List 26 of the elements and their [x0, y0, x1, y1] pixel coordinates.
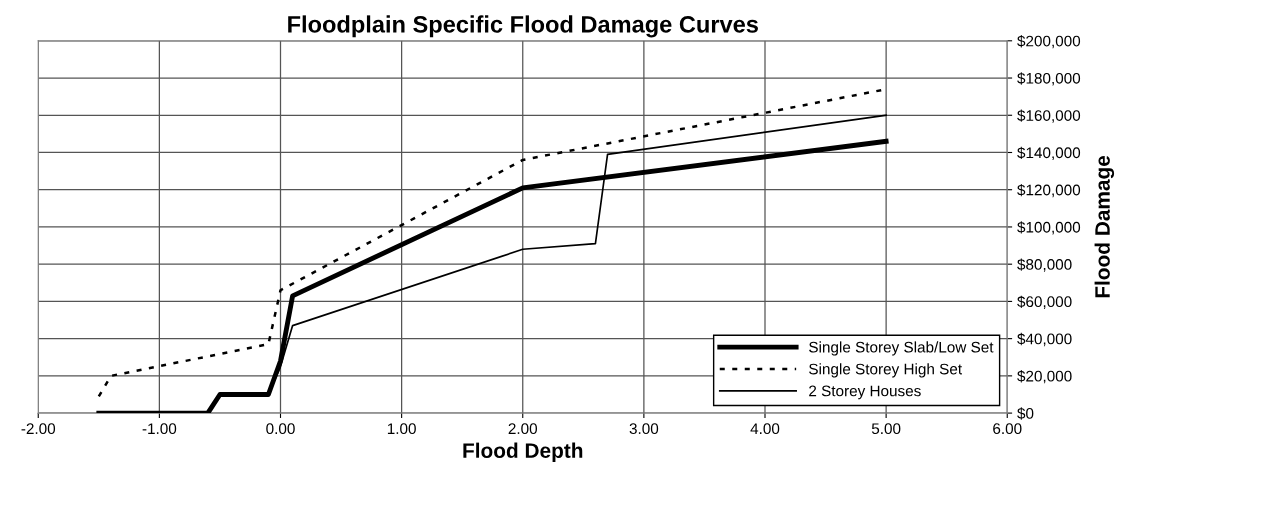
y-tick-label: $140,000: [1017, 146, 1081, 160]
chart-title: Floodplain Specific Flood Damage Curves: [288, 15, 758, 38]
y-axis-title: Flood Damage: [1094, 155, 1115, 298]
y-tick-label: $0: [1017, 407, 1034, 420]
legend-label: 2 Storey Houses: [809, 385, 921, 400]
x-tick-label: 5.00: [871, 423, 901, 435]
y-tick-label: $200,000: [1017, 35, 1081, 49]
x-tick-label: 2.00: [508, 423, 538, 435]
y-tick-label: $100,000: [1017, 221, 1081, 235]
y-tick-label: $20,000: [1017, 370, 1072, 384]
x-axis-title: Flood Depth: [463, 442, 583, 463]
x-tick-label: 3.00: [629, 423, 659, 435]
y-tick-label: $180,000: [1017, 72, 1081, 86]
x-tick-label: -1.00: [142, 423, 177, 435]
y-tick-label: $80,000: [1017, 258, 1072, 272]
x-tick-label: 4.00: [750, 423, 780, 435]
y-tick-label: $60,000: [1017, 295, 1072, 309]
legend-label: Single Storey Slab/Low Set: [809, 341, 994, 356]
x-tick-label: 1.00: [387, 423, 416, 435]
y-tick-label: $160,000: [1017, 109, 1081, 123]
x-tick-label: -2.00: [21, 423, 56, 435]
y-tick-label: $120,000: [1017, 183, 1081, 198]
y-tick-label: $40,000: [1017, 332, 1072, 347]
legend-label: Single Storey High Set: [809, 363, 962, 378]
x-tick-label: 6.00: [993, 423, 1022, 435]
x-tick-label: 0.00: [266, 423, 295, 435]
